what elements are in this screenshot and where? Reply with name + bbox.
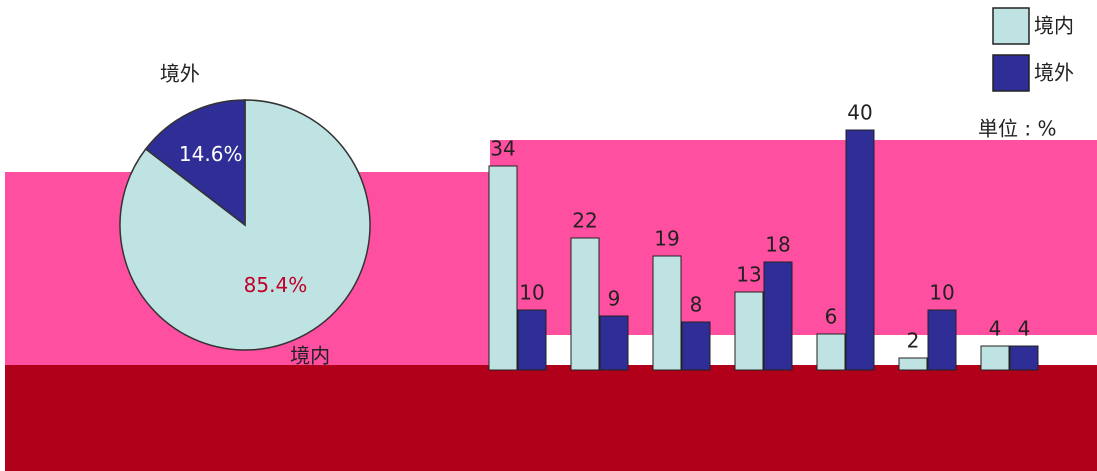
bar	[681, 321, 711, 371]
bar	[652, 255, 682, 371]
value-label: 6	[825, 305, 838, 329]
pie-slice	[144, 99, 246, 227]
bar	[898, 357, 928, 371]
bar	[599, 315, 629, 371]
value-label: 10	[929, 281, 954, 305]
value-label: 2	[907, 329, 920, 353]
unit-label: 単位 : %	[978, 117, 1056, 141]
bar	[845, 129, 875, 371]
bar	[570, 237, 600, 371]
legend-swatch	[992, 7, 1030, 45]
value-label: 10	[519, 281, 544, 305]
bar	[816, 333, 846, 371]
bar	[763, 261, 793, 371]
value-label: 19	[654, 227, 679, 251]
category-label: 境内	[290, 343, 330, 367]
value-label: 9	[608, 287, 621, 311]
value-label: 18	[765, 233, 790, 257]
bar	[488, 165, 518, 371]
legend-label: 境外	[1034, 61, 1074, 85]
bar	[980, 345, 1010, 371]
bar	[1009, 345, 1039, 371]
value-label: 85.4%	[244, 273, 308, 297]
value-label: 4	[1018, 317, 1031, 341]
value-label: 34	[490, 137, 515, 161]
bar	[517, 309, 547, 371]
bar	[927, 309, 957, 371]
bar	[734, 291, 764, 371]
value-label: 14.6%	[179, 142, 243, 166]
value-label: 13	[736, 263, 761, 287]
legend-label: 境内	[1034, 14, 1074, 38]
value-label: 40	[847, 101, 872, 125]
value-label: 22	[572, 209, 597, 233]
value-label: 4	[989, 317, 1002, 341]
value-label: 8	[690, 293, 703, 317]
legend-swatch	[992, 54, 1030, 92]
category-label: 境外	[160, 62, 200, 86]
overlay-block	[5, 365, 1097, 471]
